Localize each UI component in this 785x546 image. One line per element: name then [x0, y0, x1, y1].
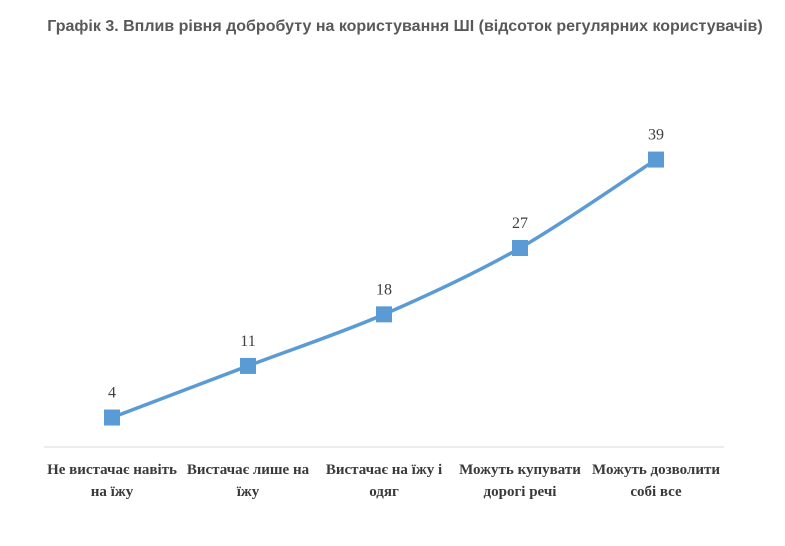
data-label-1: 4	[108, 385, 116, 402]
x-tick-label-2: Вистачає лише на їжу	[186, 462, 310, 500]
x-tick-label-4: Можуть купувати дорогі речі	[459, 462, 581, 500]
x-tick-label-5: Можуть дозволити собі все	[592, 462, 720, 500]
x-tick-label-1: Не вистачає навіть на їжу	[47, 462, 177, 500]
data-point-2	[240, 357, 256, 374]
data-label-5: 39	[648, 127, 664, 144]
data-point-4	[512, 240, 528, 257]
data-label-2: 11	[240, 333, 255, 350]
data-point-1	[104, 409, 120, 426]
data-label-4: 27	[512, 215, 528, 232]
chart-title: Графік 3. Вплив рівня добробуту на корис…	[47, 18, 763, 35]
data-point-5	[648, 151, 664, 168]
x-tick-label-3: Вистачає на їжу і одяг	[325, 462, 443, 500]
data-point-3	[376, 306, 392, 323]
data-label-3: 18	[376, 281, 392, 298]
